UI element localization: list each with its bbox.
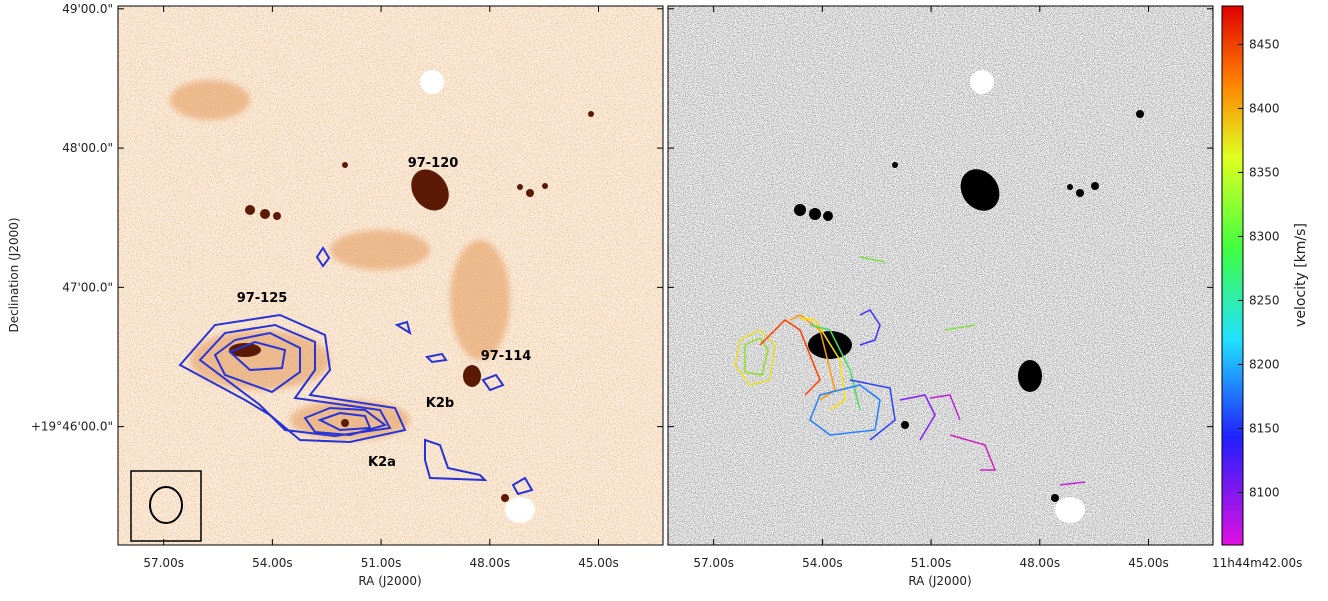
annotation: K2a <box>368 455 396 470</box>
x-tick-label: 48.00s <box>469 556 510 570</box>
x-tick-label: 57.00s <box>693 556 734 570</box>
x-tick-labels: 57.00s 54.00s 51.00s 48.00s 45.00s 11h44m42.0… <box>143 556 752 570</box>
x-tick-label: 45.00s <box>578 556 619 570</box>
x-tick-label: 57.00s <box>143 556 184 570</box>
x-tick-label: 48.00s <box>1019 556 1060 570</box>
colorbar-tick-label: 8400 <box>1249 101 1280 115</box>
colorbar-tick-label: 8200 <box>1249 357 1280 371</box>
grayscale-image <box>668 6 1213 545</box>
x-tick-label: 54.00s <box>802 556 843 570</box>
x-tick-label: 54.00s <box>252 556 293 570</box>
panel-frame <box>117 5 664 546</box>
x-tick-label: 45.00s <box>1128 556 1169 570</box>
x-tick-label: 51.00s <box>911 556 952 570</box>
annotation: 97-120 <box>408 156 459 171</box>
x-tick-label: 11h44m42.00s <box>662 556 752 570</box>
panel-frame <box>667 5 1214 546</box>
colorbar-label: velocity [km/s] <box>1293 223 1309 327</box>
y-tick-label: +19°46'00.0" <box>31 420 113 434</box>
y-axis-label: Declination (J2000) <box>7 217 21 332</box>
colorbar-tick-label: 8450 <box>1249 37 1280 51</box>
colorbar-tick-label: 8100 <box>1249 486 1280 500</box>
colorbar-tick-label: 8150 <box>1249 421 1280 435</box>
annotation: K2b <box>426 396 454 411</box>
colorbar-tick-label: 8300 <box>1249 229 1280 243</box>
x-axis-label: RA (J2000) <box>908 574 971 588</box>
annotation: 97-114 <box>481 349 532 364</box>
colorbar-tick-label: 8250 <box>1249 293 1280 307</box>
optical-image <box>118 6 663 545</box>
x-tick-labels: 57.00s 54.00s 51.00s 48.00s 45.00s 11h44m42.0… <box>693 556 1302 570</box>
annotation: 97-125 <box>237 291 288 306</box>
y-tick-label: 47'00.0" <box>62 280 113 294</box>
y-tick-label: 49'00.0" <box>62 2 113 16</box>
y-tick-label: 48'00.0" <box>62 141 113 155</box>
colorbar-tick-label: 8350 <box>1249 165 1280 179</box>
x-axis-label: RA (J2000) <box>358 574 421 588</box>
x-tick-label: 51.00s <box>361 556 402 570</box>
colorbar <box>1221 5 1244 546</box>
x-tick-label: 11h44m42.00s <box>1212 556 1302 570</box>
